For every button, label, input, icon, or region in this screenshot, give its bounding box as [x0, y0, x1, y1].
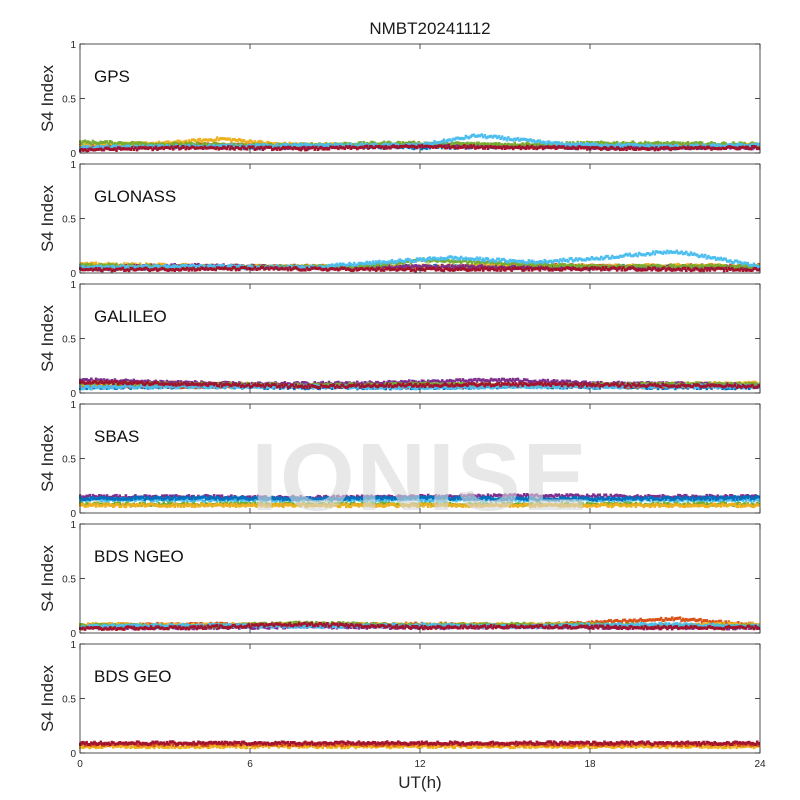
y-axis-label: S4 Index	[38, 64, 57, 132]
data-point	[252, 145, 255, 148]
data-point	[115, 149, 118, 152]
y-tick-label: 0.5	[62, 95, 76, 106]
data-point	[463, 144, 466, 147]
figure-title: NMBT20241112	[369, 19, 490, 38]
plot-area	[80, 164, 760, 273]
data-point	[303, 146, 306, 149]
panel-glonass: 00.51S4 Index GLONASS	[38, 160, 760, 280]
y-tick-label: 0	[70, 149, 76, 160]
panel-label: GPS	[94, 67, 130, 86]
y-tick-label: 1	[70, 40, 76, 51]
plot-area	[80, 44, 760, 153]
data-point	[447, 264, 450, 267]
data-point	[340, 143, 343, 146]
panel-gps: 0 0.5 1 S4 Index GPS	[38, 40, 760, 160]
data-point	[361, 143, 364, 146]
